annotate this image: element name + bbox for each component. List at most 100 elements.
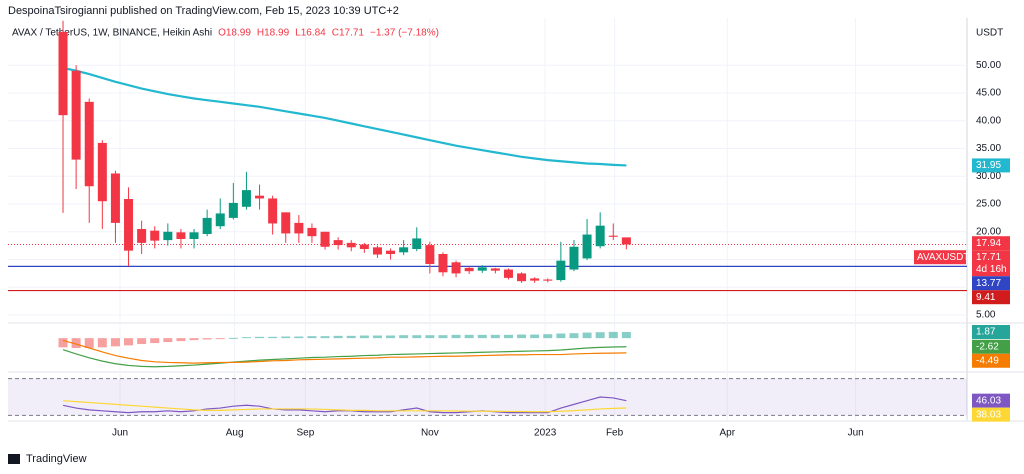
candle-body — [333, 240, 343, 246]
candle-body — [307, 227, 317, 237]
macd-histogram-bar — [320, 336, 330, 339]
moving-average — [62, 66, 627, 167]
rsi-band-fill — [8, 378, 967, 416]
macd-histogram-bar — [84, 338, 94, 348]
candle-body — [124, 199, 134, 251]
candle-body — [582, 234, 592, 259]
candle-body — [412, 238, 422, 249]
macd-histogram-bar — [451, 334, 461, 339]
macd-histogram-bar — [372, 335, 382, 339]
unit-label: USDT — [976, 28, 1003, 39]
x-tick-label: Sep — [296, 428, 314, 439]
publisher: DespoinaTsirogianni published on Trading… — [8, 5, 399, 17]
y-tick-label: 25.00 — [976, 199, 1001, 210]
line-price-label-box — [972, 290, 1010, 305]
macd-histogram-bar — [386, 335, 396, 339]
candle-body — [372, 247, 382, 255]
macd-histogram-bar — [543, 334, 553, 339]
candle-body — [58, 31, 68, 116]
macd-histogram-bar — [503, 334, 513, 339]
macd-histogram-bar — [176, 338, 186, 342]
macd-histogram-bar — [569, 333, 579, 339]
macd-histogram-bar — [163, 338, 173, 343]
countdown: 4d 16h — [976, 264, 1007, 275]
ma-price-label: 31.95 — [976, 160, 1001, 171]
candle-body — [386, 250, 396, 254]
macd-histogram-bar — [189, 338, 199, 341]
macd-histogram-bar — [215, 338, 225, 340]
candle-body — [464, 267, 474, 272]
macd-histogram-bar — [399, 335, 409, 339]
line-price-label: 9.41 — [976, 292, 996, 303]
rsi-line — [62, 396, 627, 414]
macd-histogram-bar — [202, 338, 212, 340]
candle-body — [359, 244, 369, 249]
y-tick-label: 35.00 — [976, 143, 1001, 154]
macd-histogram-bar — [346, 335, 356, 339]
macd-histogram-bar — [124, 338, 134, 346]
macd-line — [62, 346, 627, 368]
candle-body — [137, 228, 147, 243]
ma-price-label-box — [972, 158, 1010, 173]
candle-body — [569, 246, 579, 270]
macd-histogram-bar — [58, 338, 68, 348]
y-tick-label: 40.00 — [976, 115, 1001, 126]
candle-body — [110, 173, 120, 223]
macd-histogram-bar — [150, 338, 160, 344]
candle-body — [621, 237, 631, 245]
legend-symbol: AVAX / TetherUS, 1W, BINANCE, Heikin Ash… — [12, 28, 212, 39]
candle-body — [320, 231, 330, 247]
macd-value-label: -2.62 — [976, 341, 999, 352]
last-price-label: 17.71 — [976, 252, 1001, 263]
candle-body — [163, 231, 173, 241]
candle-body — [477, 267, 487, 271]
candle-body — [595, 225, 605, 247]
candle-body — [530, 278, 540, 281]
candle-body — [425, 245, 435, 264]
x-tick-label: 2023 — [534, 428, 557, 439]
macd-histogram-bar — [621, 331, 631, 339]
candle-body — [451, 262, 461, 274]
macd-histogram-bar — [425, 335, 435, 339]
y-tick-label: 30.00 — [976, 171, 1001, 182]
candle-body — [346, 242, 356, 248]
candle-body — [281, 212, 291, 234]
macd-histogram-bar — [307, 336, 317, 339]
candle-body — [189, 232, 199, 239]
macd-histogram-bar — [359, 335, 369, 339]
legend-open: O18.99 — [218, 28, 251, 39]
symbol-tag-box — [914, 250, 966, 265]
candle-body — [228, 202, 238, 218]
candle-body — [608, 235, 618, 237]
candle-body — [556, 260, 566, 281]
candle-body — [438, 253, 448, 273]
x-tick-label: Apr — [719, 428, 735, 439]
macd-histogram-bar — [464, 334, 474, 339]
macd-histogram-bar — [412, 335, 422, 339]
macd-histogram-bar — [241, 337, 251, 339]
rsi-value-label-box — [972, 393, 1010, 408]
macd-histogram-bar — [228, 337, 238, 339]
macd-histogram-bar — [294, 336, 304, 339]
x-tick-label: Aug — [226, 428, 244, 439]
brand-logo — [8, 454, 20, 464]
macd-value-label-box — [972, 339, 1010, 354]
rsi-value-label-box — [972, 407, 1010, 422]
x-tick-label: Jun — [112, 428, 128, 439]
macd-histogram-bar — [438, 335, 448, 339]
candle-body — [294, 222, 304, 234]
macd-value-label-box — [972, 324, 1010, 339]
macd-histogram-bar — [608, 331, 618, 339]
macd-value-label: -4.49 — [976, 355, 999, 366]
legend-low: L16.84 — [295, 28, 326, 39]
line-price-label: 13.77 — [976, 278, 1001, 289]
candle-body — [176, 232, 186, 239]
candle-body — [97, 142, 107, 202]
last-price-box — [972, 250, 1010, 277]
macd-histogram-bar — [268, 336, 278, 339]
legend-close: C17.71 — [332, 28, 365, 39]
macd-histogram-bar — [582, 332, 592, 339]
macd-histogram-bar — [595, 332, 605, 339]
macd-histogram-bar — [333, 335, 343, 339]
